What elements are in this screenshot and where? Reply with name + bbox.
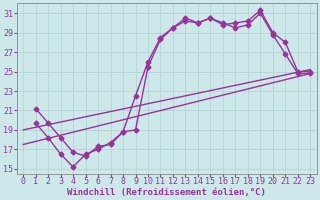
X-axis label: Windchill (Refroidissement éolien,°C): Windchill (Refroidissement éolien,°C) [67, 188, 266, 197]
